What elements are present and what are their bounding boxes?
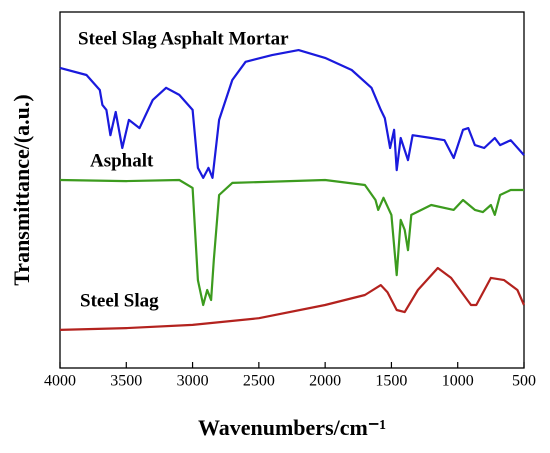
spectrum-line	[59, 266, 526, 331]
spectrum-line	[59, 49, 525, 179]
x-tick-label: 2500	[243, 373, 275, 390]
x-tick-label: 4000	[44, 373, 76, 390]
x-tick-label: 3000	[177, 373, 209, 390]
x-tick-label: 2000	[309, 373, 341, 390]
x-tick-label: 1000	[442, 373, 474, 390]
y-axis-label: Transmittance/(a.u.)	[9, 94, 34, 285]
x-axis-label: Wavenumbers/cm⁻¹	[198, 415, 386, 440]
plot-frame	[59, 11, 525, 369]
series-label: Steel Slag	[80, 290, 159, 311]
x-tick-label: 1500	[375, 373, 407, 390]
x-tick-label: 500	[512, 373, 536, 390]
series-label: Asphalt	[90, 150, 154, 171]
spectrum-line	[59, 178, 524, 307]
x-tick-label: 3500	[110, 373, 142, 390]
series-label: Steel Slag Asphalt Mortar	[78, 28, 289, 49]
